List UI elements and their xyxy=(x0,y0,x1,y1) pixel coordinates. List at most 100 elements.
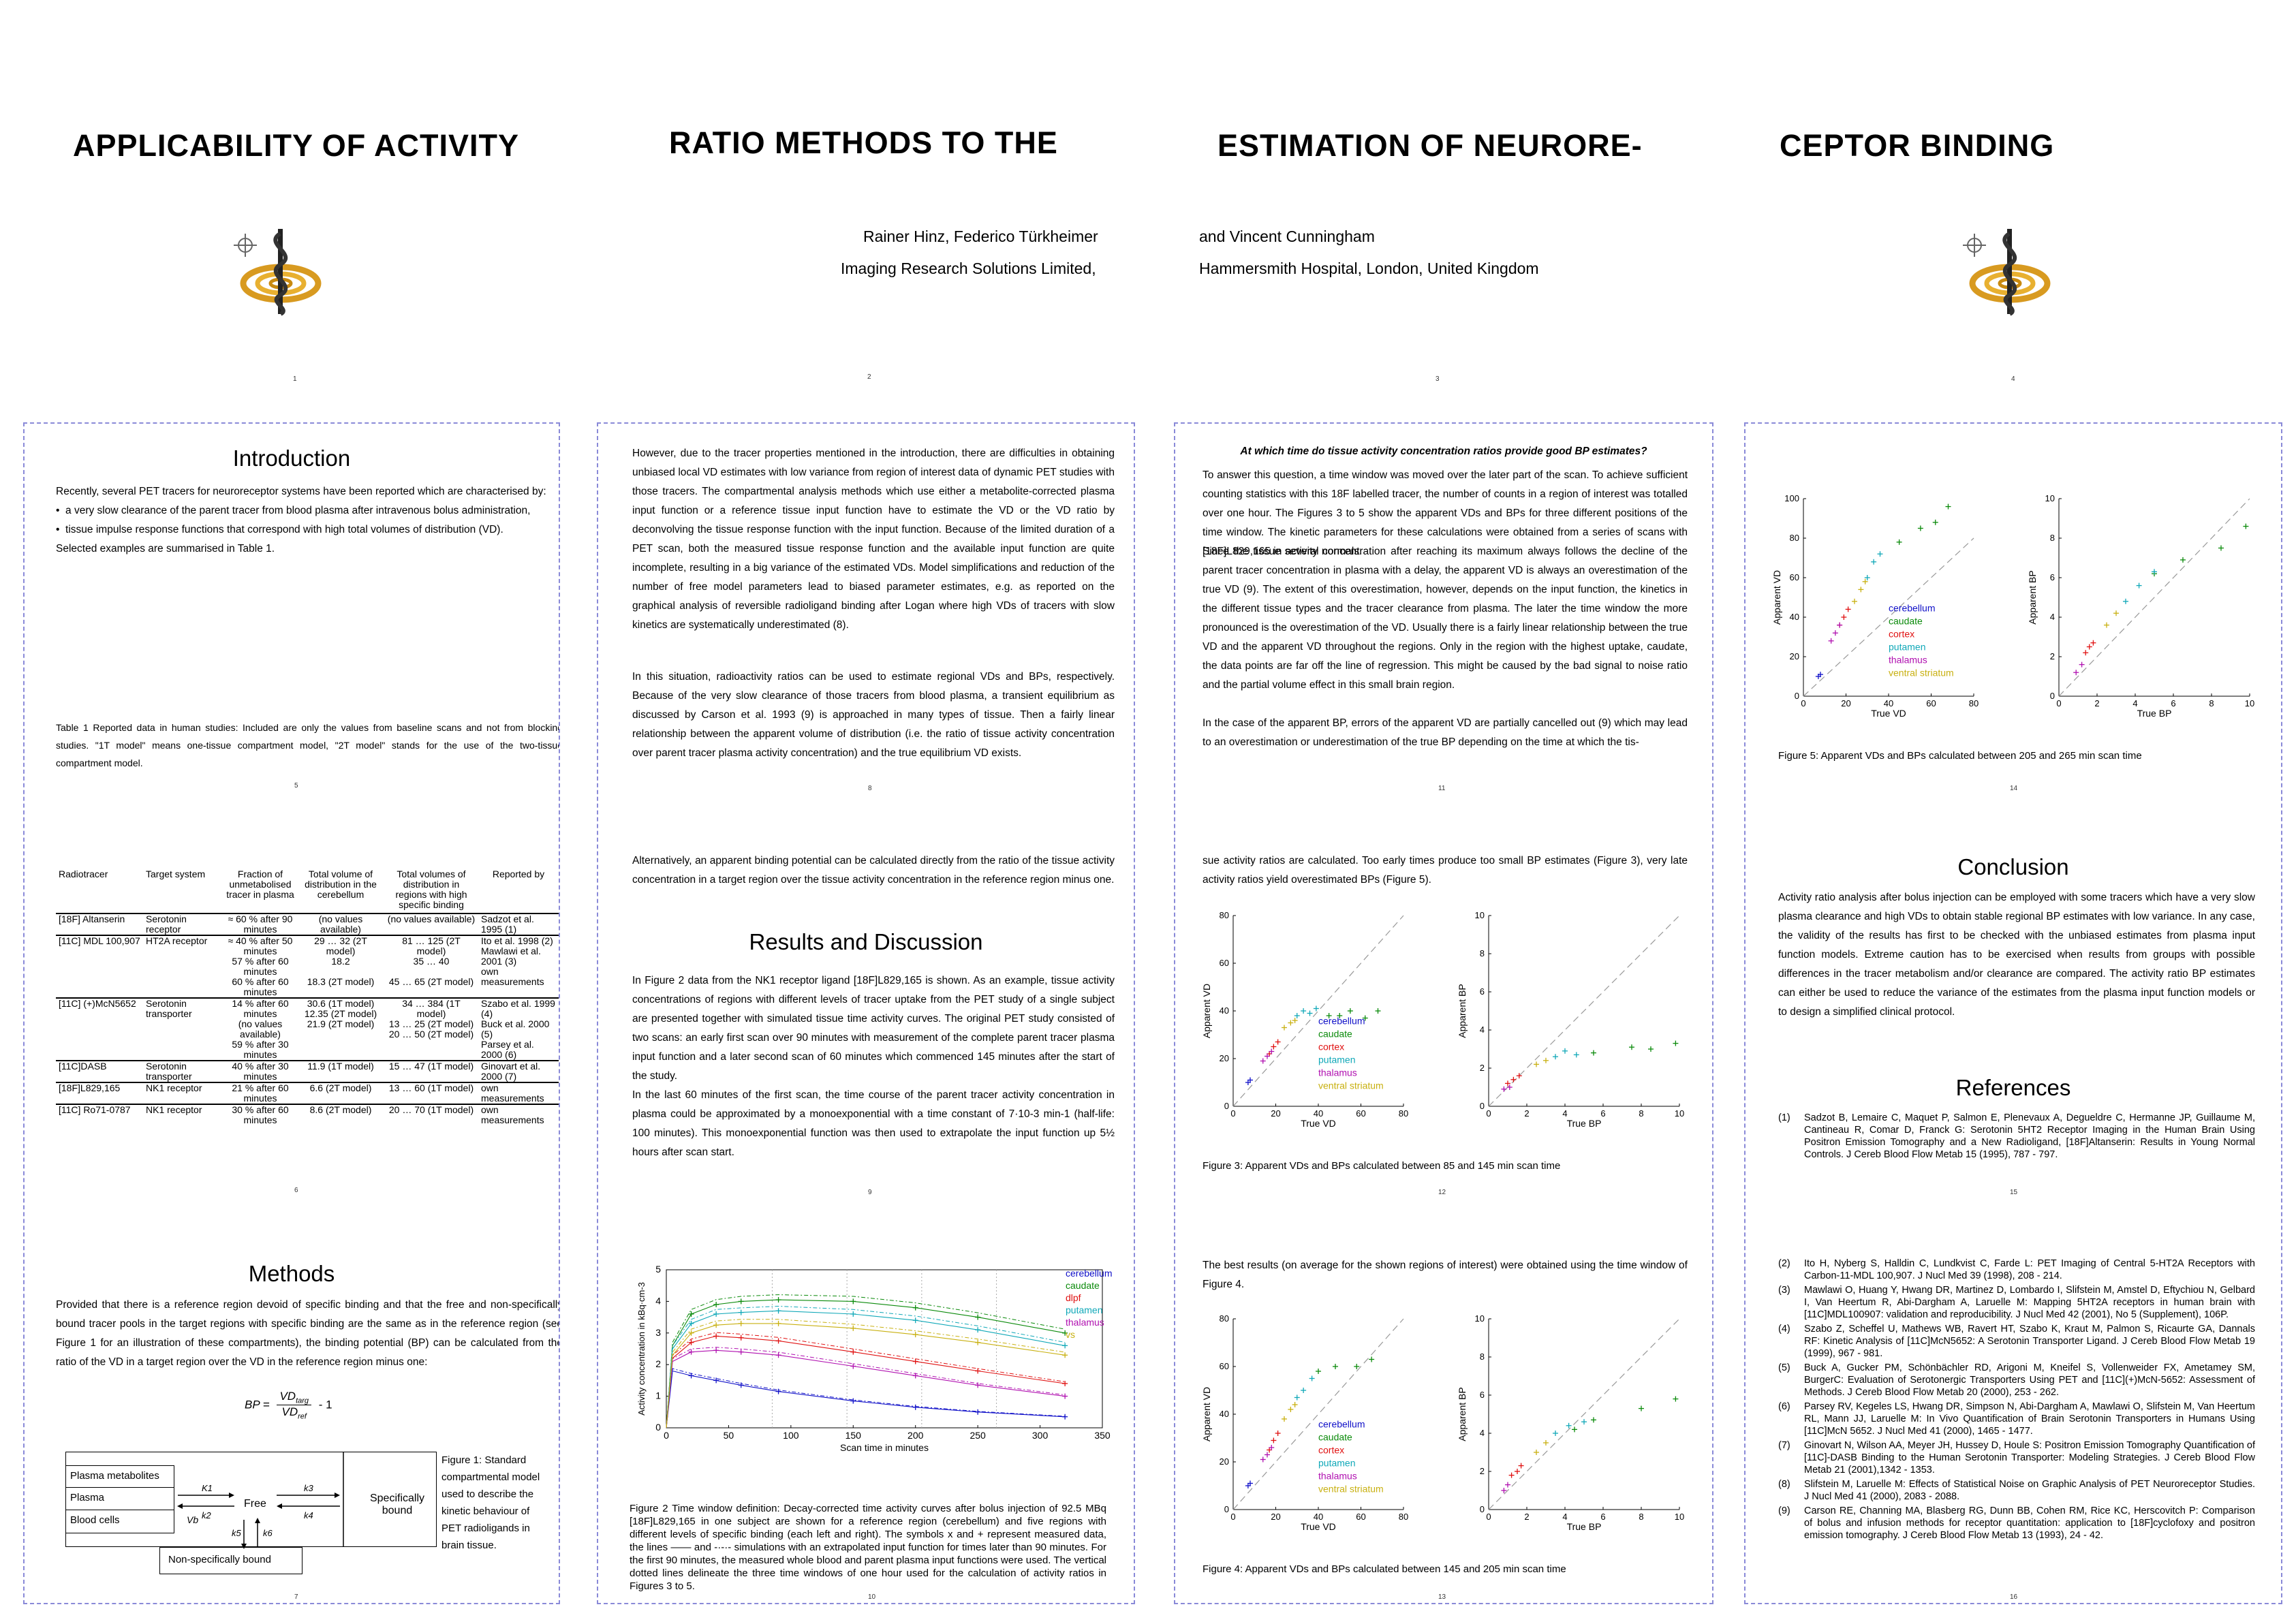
k6-label: k6 xyxy=(263,1528,273,1538)
y-tick-label: 10 xyxy=(1475,910,1485,920)
data-point xyxy=(688,1311,694,1317)
legend-entry: ventral striatum xyxy=(1318,1080,1384,1091)
series-line-simulated xyxy=(666,1368,1066,1428)
data-point xyxy=(738,1320,744,1326)
panel3-text3: In the case of the apparent BP, errors o… xyxy=(1203,717,1688,748)
y-tick-label: 2 xyxy=(1480,1466,1485,1476)
legend-entry: cerebellum xyxy=(1066,1268,1112,1279)
caduceus-logo-left xyxy=(226,223,322,319)
data-point xyxy=(775,1297,781,1303)
data-point xyxy=(2180,557,2186,563)
series-line-simulated xyxy=(666,1332,1066,1428)
x-axis-label: True BP xyxy=(2137,708,2172,719)
x-tick-label: 80 xyxy=(1969,698,1979,708)
figure1-diagram: Plasma metabolites Plasma Blood cells Vb… xyxy=(65,1452,447,1588)
x-tick-label: 8 xyxy=(1639,1512,1643,1522)
y-tick-label: 8 xyxy=(1480,1352,1485,1362)
table-cell: 40 % after 30 minutes xyxy=(223,1060,297,1082)
data-point xyxy=(1247,1480,1253,1486)
x-tick-label: 20 xyxy=(1841,698,1850,708)
y-tick-label: 2 xyxy=(1480,1063,1485,1073)
page-number: 15 xyxy=(2010,1189,2018,1196)
x-tick-label: 80 xyxy=(1399,1108,1408,1119)
x-tick-label: 0 xyxy=(1486,1512,1491,1522)
data-point xyxy=(688,1373,694,1379)
table1-caption: Table 1 Reported data in human studies: … xyxy=(56,722,560,768)
legend-entry: caudate xyxy=(1889,615,1923,626)
legend-entry: thalamus xyxy=(1066,1317,1104,1328)
series-line xyxy=(666,1335,1066,1428)
table-header-cell: Total volume of distribution in the cere… xyxy=(305,869,377,900)
table1-grid: Radiotracer Target system Fraction of unme… xyxy=(56,869,559,1125)
table-cell: 14 % after 60 minutes (no values availab… xyxy=(223,997,297,1061)
table-cell: 81 … 125 (2T model) 35 … 40 45 … 65 (2T … xyxy=(384,935,478,998)
table-cell: 34 … 384 (1T model) 13 … 25 (2T model) 2… xyxy=(384,997,478,1061)
table-cell: (no values available) xyxy=(384,913,478,935)
data-point xyxy=(1581,1419,1587,1425)
title-part-3: ESTIMATION OF NEURORE- xyxy=(1217,128,1643,163)
table-cell: [18F]L829,165 xyxy=(56,1082,143,1104)
x-tick-label: 300 xyxy=(1032,1430,1049,1441)
x-tick-label: 0 xyxy=(664,1430,669,1441)
reference-text: Carson RE, Channing MA, Blasberg RG, Dun… xyxy=(1804,1505,2255,1541)
data-point xyxy=(975,1327,981,1333)
methods-heading: Methods xyxy=(248,1261,335,1286)
data-point xyxy=(2073,670,2079,676)
legend-entry: putamen xyxy=(1066,1305,1102,1315)
x-tick-label: 60 xyxy=(1356,1512,1365,1522)
figure4-caption: Figure 4: Apparent VDs and BPs calculate… xyxy=(1203,1563,1566,1575)
figure5-caption: Figure 5: Apparent VDs and BPs calculate… xyxy=(1778,750,2142,762)
data-point xyxy=(1845,606,1851,612)
page-number: 6 xyxy=(294,1187,298,1194)
data-point xyxy=(1501,1086,1507,1092)
reference-number: (5) xyxy=(1778,1362,1790,1373)
data-point xyxy=(1629,1044,1634,1050)
identity-line xyxy=(1232,1318,1404,1510)
x-tick-label: 0 xyxy=(1230,1512,1235,1522)
data-point xyxy=(713,1333,719,1339)
panel3-text2: Since the tissue activity concentration … xyxy=(1203,546,1688,691)
data-point xyxy=(713,1322,719,1328)
data-point xyxy=(1301,1008,1307,1014)
table-row: [11C] Ro71-0787 NK1 receptor 30 % after 60… xyxy=(56,1104,559,1125)
legend-entry: putamen xyxy=(1889,641,1925,652)
k3-label: k3 xyxy=(304,1483,314,1493)
table-cell: 21 % after 60 minutes xyxy=(223,1082,297,1104)
y-tick-label: 0 xyxy=(1480,1101,1485,1111)
data-point xyxy=(1288,1407,1294,1412)
introduction-after: Selected examples are summarised in Tabl… xyxy=(56,543,275,555)
data-point xyxy=(1591,1417,1596,1423)
data-point xyxy=(1515,1469,1520,1474)
table-header-cell: Target system xyxy=(146,869,206,879)
title-part-4: CEPTOR BINDING xyxy=(1780,128,2055,163)
page-number: 12 xyxy=(1438,1189,1446,1196)
x-tick-label: 0 xyxy=(1486,1108,1491,1119)
data-point xyxy=(2218,545,2224,551)
y-tick-label: 40 xyxy=(1220,1409,1229,1419)
data-point xyxy=(1313,1005,1319,1012)
data-point xyxy=(975,1314,981,1320)
y-tick-label: 20 xyxy=(1220,1456,1229,1467)
data-point xyxy=(1516,1073,1522,1079)
identity-line xyxy=(1232,915,1404,1107)
panel3-text5: The best results (on average for the sho… xyxy=(1203,1260,1688,1290)
reference-number: (9) xyxy=(1778,1505,1790,1516)
reference-text: Parsey RV, Kegeles LS, Hwang DR, Simpson… xyxy=(1804,1401,2255,1437)
panel-results: However, due to the tracer properties me… xyxy=(597,422,1135,1604)
figure1-arrows: K1 k2 k3 k4 k5 k6 xyxy=(177,1452,344,1549)
identity-line xyxy=(1803,537,1974,697)
data-point xyxy=(1932,519,1938,525)
table-row: [18F]L829,165 NK1 receptor 21 % after 60 m… xyxy=(56,1082,559,1104)
x-tick-label: 0 xyxy=(1230,1108,1235,1119)
page-number: 8 xyxy=(868,785,872,792)
data-point xyxy=(738,1309,744,1315)
plasma-label: Plasma xyxy=(70,1492,105,1503)
y-axis-label: Apparent BP xyxy=(1457,1387,1468,1441)
x-tick-label: 2 xyxy=(2094,698,2099,708)
data-point xyxy=(1852,598,1857,604)
x-tick-label: 10 xyxy=(1675,1108,1684,1119)
legend-entry: caudate xyxy=(1066,1280,1100,1291)
data-point xyxy=(1506,1084,1512,1090)
data-point xyxy=(1288,1020,1294,1026)
